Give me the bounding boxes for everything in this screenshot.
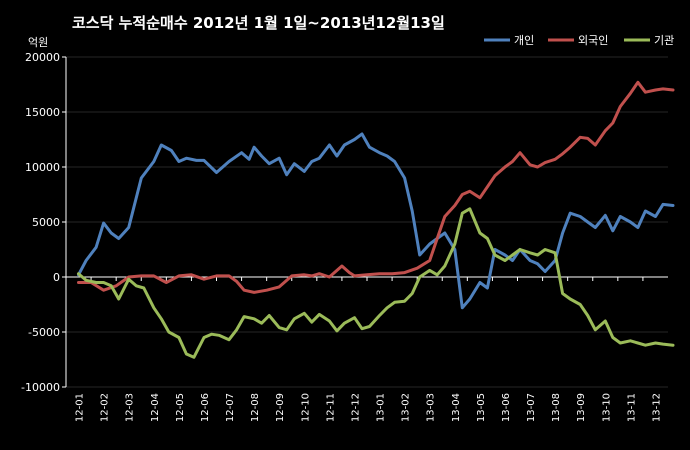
x-tick-label: 13-12	[651, 393, 662, 422]
legend-label: 기관	[654, 34, 674, 47]
y-tick-label: 5000	[32, 216, 60, 229]
x-tick-label: 13-02	[401, 393, 412, 422]
y-tick-label: -10000	[21, 381, 60, 394]
x-tick-label: 12-09	[275, 393, 286, 422]
x-tick-label: 13-01	[376, 393, 387, 422]
y-tick-label: 15000	[25, 106, 60, 119]
series-line-외국인	[77, 80, 675, 294]
x-tick-label: 12-08	[250, 393, 261, 422]
x-tick-label: 13-04	[451, 393, 462, 422]
x-tick-label: 13-03	[426, 393, 437, 422]
x-tick-label: 12-12	[350, 393, 361, 422]
y-axis-ticks: 20000 15000 10000 5000 0 -5000 -10000	[21, 51, 66, 394]
x-tick-label: 13-10	[601, 393, 612, 422]
x-tick-label: 12-04	[150, 393, 161, 422]
series-lines	[77, 80, 675, 359]
series-line-기관	[77, 207, 675, 359]
x-tick-label: 13-07	[526, 393, 537, 422]
x-tick-label: 12-03	[125, 393, 136, 422]
y-tick-label: 10000	[25, 161, 60, 174]
x-tick-label: 12-02	[100, 393, 111, 422]
y-tick-label: 0	[53, 271, 60, 284]
series-line-개인	[77, 132, 675, 310]
x-tick-label: 13-05	[476, 393, 487, 422]
x-tick-label: 12-05	[175, 393, 186, 422]
y-tick-label: -5000	[28, 326, 60, 339]
y-tick-label: 20000	[25, 51, 60, 64]
legend-label: 개인	[514, 34, 534, 47]
x-tick-label: 13-08	[551, 393, 562, 422]
x-tick-label: 13-09	[576, 393, 587, 422]
x-tick-label: 12-07	[225, 393, 236, 422]
x-tick-label: 13-06	[501, 393, 512, 422]
x-tick-label: 12-06	[200, 393, 211, 422]
x-axis-ticks: 12-01 12-02 12-03 12-04 12-05 12-06 12-07 12-08…	[65, 277, 662, 422]
legend: 개인 외국인 기관	[484, 34, 674, 47]
y-axis-unit-label: 억원	[28, 36, 48, 49]
legend-label: 외국인	[578, 34, 608, 47]
chart-title: 코스닥 누적순매수 2012년 1월 1일~2013년12월13일	[72, 14, 445, 32]
gridlines	[66, 56, 668, 388]
x-tick-label: 12-01	[75, 393, 86, 422]
x-tick-label: 13-11	[626, 393, 637, 422]
x-tick-label: 12-10	[300, 393, 311, 422]
x-tick-label: 12-11	[325, 393, 336, 422]
